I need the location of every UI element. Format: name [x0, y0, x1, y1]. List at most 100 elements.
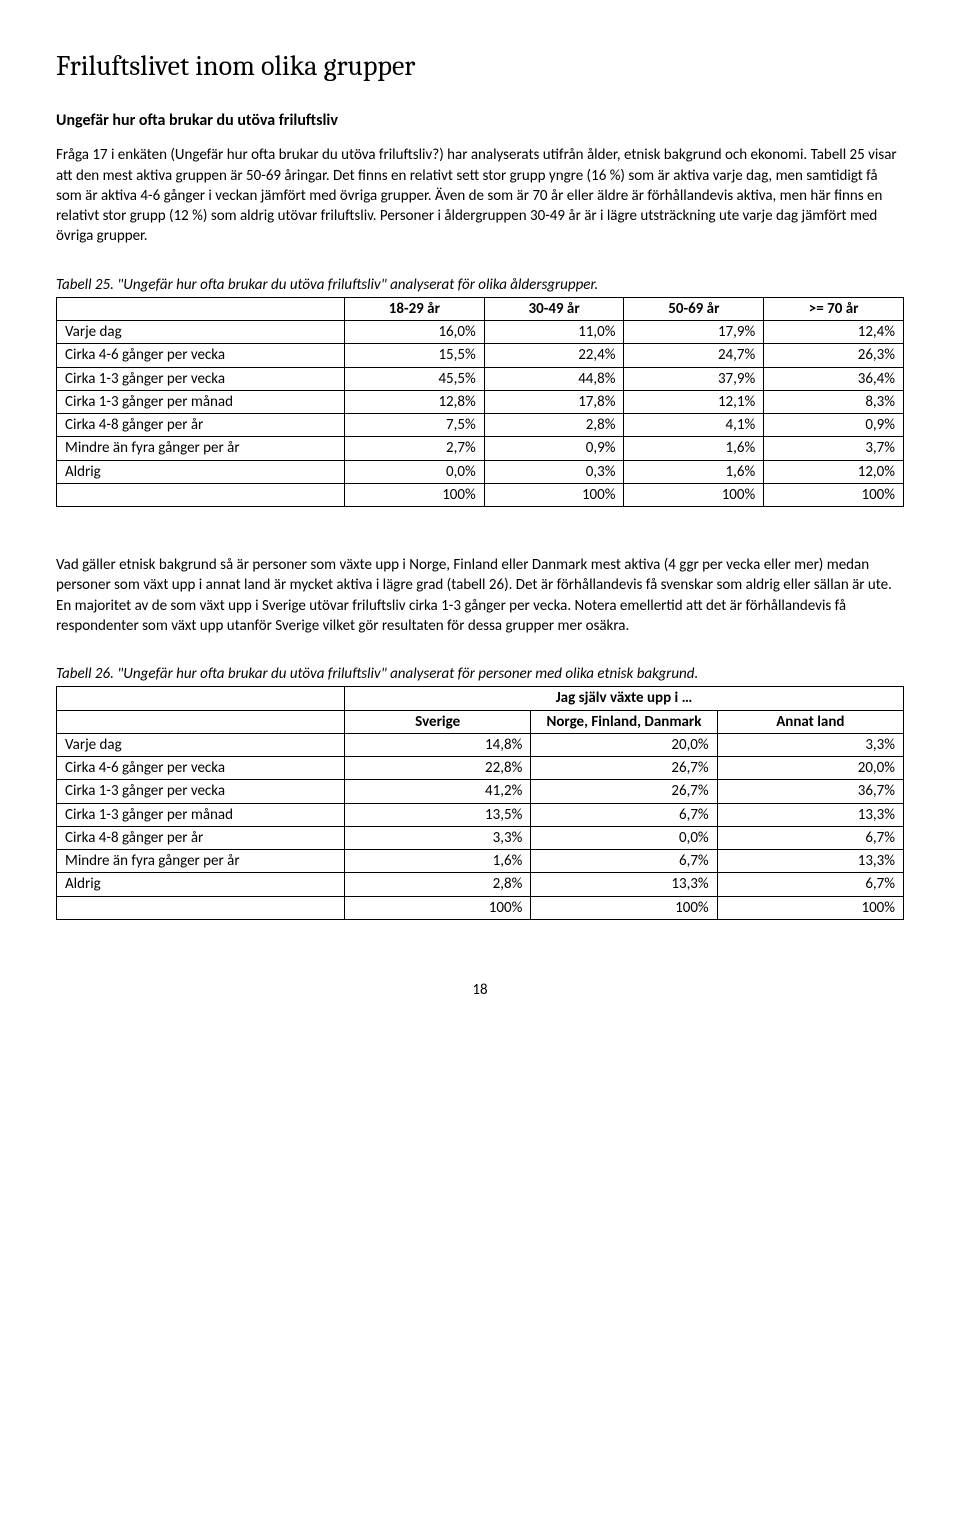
cell-value: 7,5%	[344, 414, 484, 437]
table-col-rowlabel	[57, 297, 345, 320]
cell-value: 0,3%	[484, 460, 624, 483]
cell-value: 0,0%	[344, 460, 484, 483]
cell-value: 3,7%	[764, 437, 904, 460]
cell-value: 13,5%	[344, 803, 530, 826]
row-label: Cirka 4-6 gånger per vecka	[57, 757, 345, 780]
cell-value: 1,6%	[344, 850, 530, 873]
cell-value: 26,3%	[764, 344, 904, 367]
cell-value: 1,6%	[624, 460, 764, 483]
cell-value: 6,7%	[531, 850, 717, 873]
cell-value: 17,9%	[624, 321, 764, 344]
cell-value: 36,7%	[717, 780, 903, 803]
table-row: Cirka 4-8 gånger per år3,3%0,0%6,7%	[57, 826, 904, 849]
table-col-rowlabel	[57, 710, 345, 733]
table-row: Cirka 4-6 gånger per vecka22,8%26,7%20,0…	[57, 757, 904, 780]
table-col-header: 18-29 år	[344, 297, 484, 320]
row-label: Cirka 1-3 gånger per vecka	[57, 367, 345, 390]
row-label: Cirka 1-3 gånger per månad	[57, 390, 345, 413]
cell-value: 41,2%	[344, 780, 530, 803]
table-row: Varje dag16,0%11,0%17,9%12,4%	[57, 321, 904, 344]
page-heading: Friluftslivet inom olika grupper	[56, 48, 904, 86]
cell-value: 22,4%	[484, 344, 624, 367]
row-label: Mindre än fyra gånger per år	[57, 850, 345, 873]
cell-value: 100%	[531, 896, 717, 919]
cell-value: 3,3%	[717, 733, 903, 756]
table-col-rowlabel	[57, 687, 345, 710]
cell-value: 12,1%	[624, 390, 764, 413]
table-col-header: Sverige	[344, 710, 530, 733]
table-25-caption: Tabell 25. "Ungefär hur ofta brukar du u…	[56, 275, 904, 295]
row-label: Aldrig	[57, 460, 345, 483]
row-label: Cirka 4-6 gånger per vecka	[57, 344, 345, 367]
cell-value: 0,9%	[764, 414, 904, 437]
table-row: Cirka 1-3 gånger per månad13,5%6,7%13,3%	[57, 803, 904, 826]
table-row: 100%100%100%	[57, 896, 904, 919]
cell-value: 20,0%	[531, 733, 717, 756]
cell-value: 2,8%	[484, 414, 624, 437]
table-row: Mindre än fyra gånger per år1,6%6,7%13,3…	[57, 850, 904, 873]
cell-value: 100%	[764, 483, 904, 506]
cell-value: 22,8%	[344, 757, 530, 780]
table-row: Cirka 1-3 gånger per månad12,8%17,8%12,1…	[57, 390, 904, 413]
table-row: Cirka 4-8 gånger per år7,5%2,8%4,1%0,9%	[57, 414, 904, 437]
cell-value: 0,0%	[531, 826, 717, 849]
cell-value: 13,3%	[717, 803, 903, 826]
table-25: 18-29 år30-49 år50-69 år>= 70 årVarje da…	[56, 297, 904, 507]
table-col-header: >= 70 år	[764, 297, 904, 320]
cell-value: 100%	[344, 896, 530, 919]
row-label: Aldrig	[57, 873, 345, 896]
cell-value: 17,8%	[484, 390, 624, 413]
cell-value: 11,0%	[484, 321, 624, 344]
cell-value: 26,7%	[531, 780, 717, 803]
cell-value: 15,5%	[344, 344, 484, 367]
row-label: Varje dag	[57, 321, 345, 344]
table-super-header: Jag själv växte upp i …	[344, 687, 903, 710]
table-row: Mindre än fyra gånger per år2,7%0,9%1,6%…	[57, 437, 904, 460]
cell-value: 20,0%	[717, 757, 903, 780]
paragraph-1: Fråga 17 i enkäten (Ungefär hur ofta bru…	[56, 145, 904, 246]
cell-value: 37,9%	[624, 367, 764, 390]
cell-value: 6,7%	[531, 803, 717, 826]
cell-value: 24,7%	[624, 344, 764, 367]
table-row: Aldrig0,0%0,3%1,6%12,0%	[57, 460, 904, 483]
cell-value: 4,1%	[624, 414, 764, 437]
section-subheading: Ungefär hur ofta brukar du utöva friluft…	[56, 110, 904, 132]
row-label: Cirka 4-8 gånger per år	[57, 826, 345, 849]
cell-value: 13,3%	[531, 873, 717, 896]
table-row: Cirka 1-3 gånger per vecka41,2%26,7%36,7…	[57, 780, 904, 803]
table-col-header: Norge, Finland, Danmark	[531, 710, 717, 733]
cell-value: 100%	[624, 483, 764, 506]
paragraph-2: Vad gäller etnisk bakgrund så är persone…	[56, 555, 904, 636]
cell-value: 6,7%	[717, 826, 903, 849]
cell-value: 26,7%	[531, 757, 717, 780]
row-label: Cirka 1-3 gånger per månad	[57, 803, 345, 826]
page-number: 18	[56, 980, 904, 1000]
cell-value: 36,4%	[764, 367, 904, 390]
table-row: Cirka 1-3 gånger per vecka45,5%44,8%37,9…	[57, 367, 904, 390]
table-row: 100%100%100%100%	[57, 483, 904, 506]
table-col-header: 30-49 år	[484, 297, 624, 320]
cell-value: 12,0%	[764, 460, 904, 483]
table-26-caption: Tabell 26. "Ungefär hur ofta brukar du u…	[56, 664, 904, 684]
cell-value: 0,9%	[484, 437, 624, 460]
cell-value: 100%	[717, 896, 903, 919]
row-label: Mindre än fyra gånger per år	[57, 437, 345, 460]
table-26: Jag själv växte upp i …SverigeNorge, Fin…	[56, 686, 904, 920]
cell-value: 2,7%	[344, 437, 484, 460]
cell-value: 13,3%	[717, 850, 903, 873]
cell-value: 2,8%	[344, 873, 530, 896]
cell-value: 1,6%	[624, 437, 764, 460]
row-label	[57, 896, 345, 919]
cell-value: 6,7%	[717, 873, 903, 896]
cell-value: 8,3%	[764, 390, 904, 413]
cell-value: 100%	[344, 483, 484, 506]
table-col-header: Annat land	[717, 710, 903, 733]
table-row: Cirka 4-6 gånger per vecka15,5%22,4%24,7…	[57, 344, 904, 367]
row-label: Varje dag	[57, 733, 345, 756]
cell-value: 12,8%	[344, 390, 484, 413]
table-row: Varje dag14,8%20,0%3,3%	[57, 733, 904, 756]
row-label	[57, 483, 345, 506]
cell-value: 3,3%	[344, 826, 530, 849]
table-row: Aldrig2,8%13,3%6,7%	[57, 873, 904, 896]
row-label: Cirka 1-3 gånger per vecka	[57, 780, 345, 803]
